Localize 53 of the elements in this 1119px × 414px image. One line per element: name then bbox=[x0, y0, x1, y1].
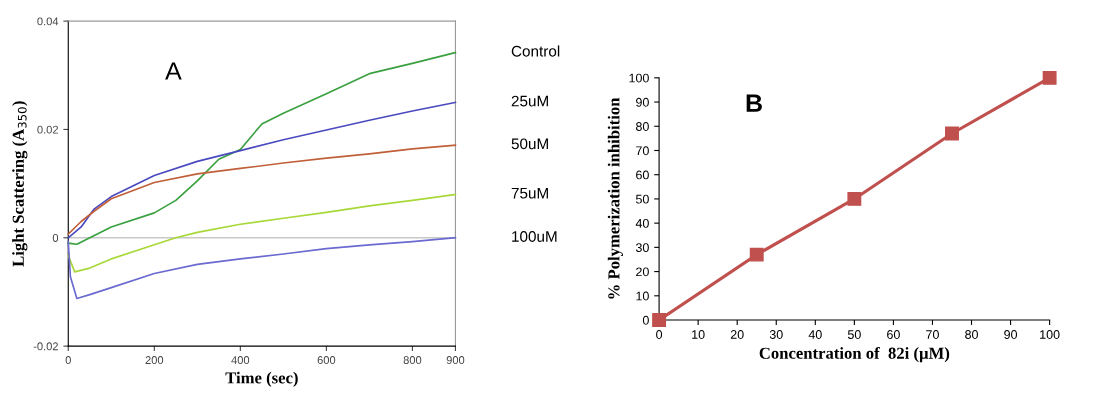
text: Control bbox=[511, 45, 560, 57]
y-tick-label: 0.04 bbox=[37, 17, 59, 26]
text: 25uM bbox=[511, 95, 548, 107]
line-series bbox=[67, 51, 457, 246]
y-tick-label: 90 bbox=[636, 97, 649, 107]
y-tick-label: 10 bbox=[636, 291, 649, 301]
point bbox=[652, 313, 667, 327]
x-tick-label: 10 bbox=[692, 330, 705, 339]
x-tick-label: 100 bbox=[1040, 330, 1060, 339]
y-tick-label: 0 bbox=[52, 234, 59, 242]
x-tick-label: 30 bbox=[769, 330, 783, 339]
x-tick-label: 70 bbox=[926, 330, 939, 339]
annotation: B bbox=[746, 94, 762, 112]
y-tick-label: -0.02 bbox=[33, 342, 58, 351]
line-series bbox=[67, 101, 457, 239]
line-series bbox=[67, 236, 457, 300]
y-tick-label: 70 bbox=[636, 146, 649, 156]
y-tick-label: 50 bbox=[635, 194, 649, 204]
x-tick-label: 0 bbox=[65, 356, 71, 364]
x-tick-label: 200 bbox=[145, 356, 164, 364]
y-tick-label: 30 bbox=[635, 243, 649, 253]
x-tick-label: 800 bbox=[403, 356, 422, 364]
point bbox=[847, 191, 862, 206]
x-tick-label: 50 bbox=[847, 330, 861, 339]
y-tick-label: 40 bbox=[635, 218, 649, 228]
y-tick-label: 0 bbox=[642, 315, 649, 325]
y-tick-label: 80 bbox=[636, 122, 649, 131]
point bbox=[1042, 70, 1057, 85]
x-tick-label: 400 bbox=[231, 356, 250, 364]
y-tick-label: 20 bbox=[636, 267, 649, 277]
x-tick-label: 90 bbox=[1004, 330, 1018, 339]
text: 75uM bbox=[511, 187, 548, 199]
x-tick-label: 600 bbox=[317, 356, 336, 364]
point bbox=[945, 126, 959, 141]
y-tick-label: 100 bbox=[629, 73, 649, 83]
point bbox=[749, 247, 764, 262]
x-tick-label: 40 bbox=[808, 330, 822, 339]
y-tick-label: 60 bbox=[636, 170, 649, 180]
x-tick-label: 20 bbox=[730, 330, 744, 339]
annotation: A bbox=[165, 62, 182, 80]
x-tick-label: 900 bbox=[446, 356, 465, 364]
text: 100uM bbox=[512, 231, 557, 242]
x-axis-title: Time (sec) bbox=[225, 371, 298, 387]
line-series bbox=[67, 193, 457, 273]
x-axis-title: Concentration of 82i (µM) bbox=[759, 346, 950, 363]
x-tick-label: 0 bbox=[656, 330, 663, 339]
line-series bbox=[67, 144, 457, 235]
y-axis-title: Light Scattering (A$_{350}$) bbox=[12, 101, 28, 267]
x-tick-label: 80 bbox=[965, 330, 978, 339]
y-tick-label: 0.02 bbox=[37, 125, 58, 134]
x-tick-label: 60 bbox=[887, 330, 900, 339]
text: 50uM bbox=[511, 138, 548, 150]
y-axis-title: % Polymerization inhibition bbox=[607, 97, 623, 299]
